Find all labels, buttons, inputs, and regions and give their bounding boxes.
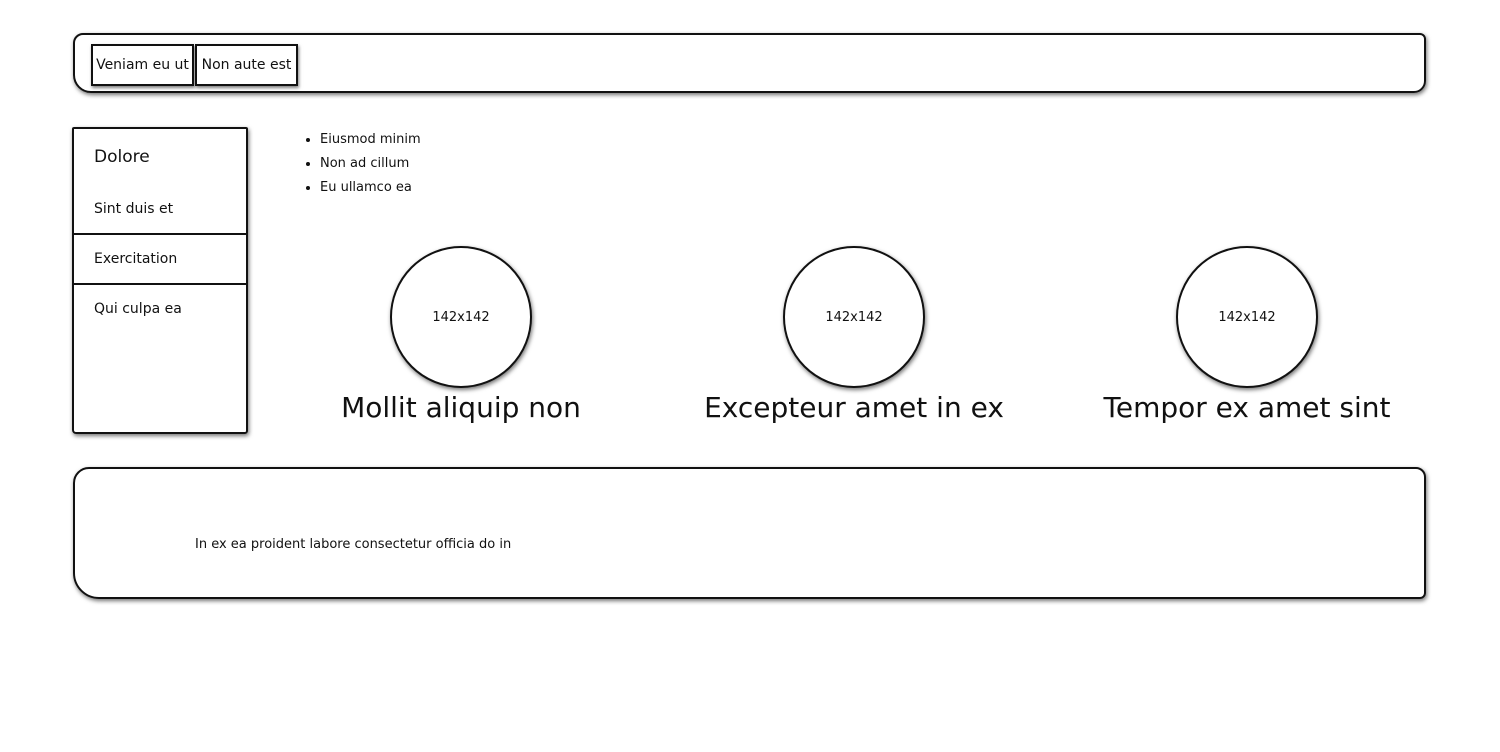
sidebar-title: Dolore <box>94 147 150 167</box>
image-placeholder: 142x142 <box>1176 246 1318 388</box>
list-item: Non ad cillum <box>320 152 421 176</box>
sidebar-item-exercitation[interactable]: Exercitation <box>74 235 246 285</box>
footer: In ex ea proident labore consectetur off… <box>73 467 1426 599</box>
sidebar-item-label: Qui culpa ea <box>94 301 182 317</box>
image-placeholder-label: 142x142 <box>825 309 883 325</box>
sidebar-item-qui-culpa-ea[interactable]: Qui culpa ea <box>74 301 246 331</box>
card-title: Tempor ex amet sint <box>1103 391 1391 424</box>
card-excepteur-amet-in-ex: 142x142 Excepteur amet in ex <box>644 246 1064 426</box>
list-item: Eiusmod minim <box>320 128 421 152</box>
image-placeholder: 142x142 <box>783 246 925 388</box>
sidebar-item-label: Sint duis et <box>94 201 174 217</box>
tab-veniam-eu-ut[interactable]: Veniam eu ut <box>91 44 194 86</box>
header-bar: Veniam eu ut Non aute est <box>73 33 1426 93</box>
bullet-list: Eiusmod minim Non ad cillum Eu ullamco e… <box>300 128 421 200</box>
card-tempor-ex-amet-sint: 142x142 Tempor ex amet sint <box>1037 246 1457 426</box>
sidebar-item-sint-duis-et[interactable]: Sint duis et <box>74 201 246 235</box>
sidebar-item-label: Exercitation <box>94 251 178 267</box>
image-placeholder: 142x142 <box>390 246 532 388</box>
list-item: Eu ullamco ea <box>320 176 421 200</box>
card-title: Excepteur amet in ex <box>704 391 1004 424</box>
card-title: Mollit aliquip non <box>341 391 581 424</box>
sidebar: Dolore Sint duis et Exercitation Qui cul… <box>72 127 248 434</box>
footer-text: In ex ea proident labore consectetur off… <box>195 537 512 552</box>
card-mollit-aliquip-non: 142x142 Mollit aliquip non <box>251 246 671 426</box>
tab-non-aute-est[interactable]: Non aute est <box>195 44 298 86</box>
image-placeholder-label: 142x142 <box>432 309 490 325</box>
image-placeholder-label: 142x142 <box>1218 309 1276 325</box>
